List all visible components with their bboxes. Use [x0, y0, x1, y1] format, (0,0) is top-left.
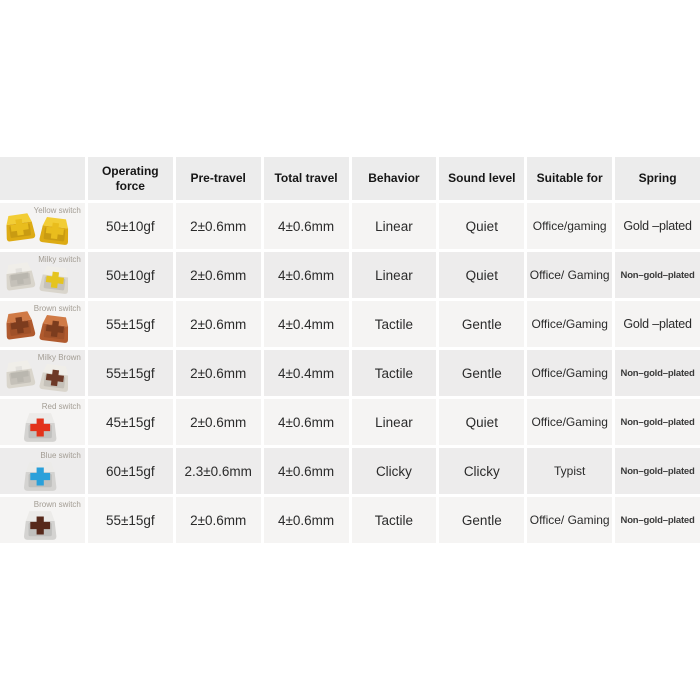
suitable-for-cell: Office/Gaming: [527, 301, 613, 347]
total-travel-cell: 4±0.6mm: [263, 448, 349, 494]
pre-travel-cell: 2±0.6mm: [175, 399, 261, 445]
switch-photo-cell: Yellow switch: [0, 203, 85, 249]
operating-force-cell: 60±15gf: [87, 448, 173, 494]
total-travel-cell: 4±0.4mm: [263, 350, 349, 396]
switch-photo-cell: Red switch: [0, 399, 85, 445]
pre-travel-cell: 2.3±0.6mm: [175, 448, 261, 494]
pre-travel-cell: 2±0.6mm: [175, 497, 261, 543]
orange-brown-switch-pair-icon: [6, 311, 69, 343]
operating-force-cell: 55±15gf: [87, 301, 173, 347]
spring-cell: Gold –plated: [615, 301, 700, 347]
header-behavior: Behavior: [351, 157, 437, 200]
header-operating-force: Operating force: [87, 157, 173, 200]
pre-travel-cell: 2±0.6mm: [175, 301, 261, 347]
switch-comparison-table: Operating force Pre-travel Total travel …: [0, 157, 700, 543]
switch-name-label: Yellow switch: [33, 206, 81, 215]
pre-travel-cell: 2±0.6mm: [175, 350, 261, 396]
switch-photo-cell: Blue switch: [0, 448, 85, 494]
red-switch-icon: [24, 413, 57, 442]
sound-level-cell: Quiet: [439, 203, 525, 249]
operating-force-cell: 50±10gf: [87, 203, 173, 249]
spring-cell: Non–gold–plated: [615, 252, 700, 298]
sound-level-cell: Quiet: [439, 399, 525, 445]
header-pre-travel: Pre-travel: [175, 157, 261, 200]
behavior-cell: Tactile: [351, 301, 437, 347]
suitable-for-cell: Typist: [527, 448, 613, 494]
switch-name-label: Brown switch: [33, 500, 81, 509]
spring-cell: Non–gold–plated: [615, 497, 700, 543]
switch-photo-cell: Milky Brown: [0, 350, 85, 396]
sound-level-cell: Gentle: [439, 350, 525, 396]
header-sound-level: Sound level: [439, 157, 525, 200]
spring-cell: Non–gold–plated: [615, 448, 700, 494]
sound-level-cell: Clicky: [439, 448, 525, 494]
suitable-for-cell: Office/ Gaming: [527, 252, 613, 298]
behavior-cell: Clicky: [351, 448, 437, 494]
total-travel-cell: 4±0.6mm: [263, 497, 349, 543]
switch-name-label: Red switch: [41, 402, 81, 411]
blue-switch-icon: [24, 462, 57, 491]
yellow-switch-pair-icon: [6, 213, 69, 245]
header-switch-image: [0, 157, 85, 200]
operating-force-cell: 45±15gf: [87, 399, 173, 445]
total-travel-cell: 4±0.6mm: [263, 203, 349, 249]
spring-cell: Gold –plated: [615, 203, 700, 249]
behavior-cell: Linear: [351, 399, 437, 445]
switch-photo-cell: Brown switch: [0, 301, 85, 347]
milky-brown-switch-pair-icon: [6, 360, 69, 392]
behavior-cell: Tactile: [351, 350, 437, 396]
suitable-for-cell: Office/gaming: [527, 203, 613, 249]
sound-level-cell: Gentle: [439, 497, 525, 543]
total-travel-cell: 4±0.6mm: [263, 399, 349, 445]
dark-brown-switch-icon: [24, 511, 57, 540]
header-suitable-for: Suitable for: [527, 157, 613, 200]
pre-travel-cell: 2±0.6mm: [175, 252, 261, 298]
operating-force-cell: 55±15gf: [87, 350, 173, 396]
suitable-for-cell: Office/Gaming: [527, 399, 613, 445]
total-travel-cell: 4±0.6mm: [263, 252, 349, 298]
suitable-for-cell: Office/ Gaming: [527, 497, 613, 543]
suitable-for-cell: Office/Gaming: [527, 350, 613, 396]
spring-cell: Non–gold–plated: [615, 350, 700, 396]
pre-travel-cell: 2±0.6mm: [175, 203, 261, 249]
switch-name-label: Milky Brown: [37, 353, 81, 362]
switch-name-label: Milky switch: [38, 255, 81, 264]
behavior-cell: Tactile: [351, 497, 437, 543]
operating-force-cell: 55±15gf: [87, 497, 173, 543]
sound-level-cell: Quiet: [439, 252, 525, 298]
switch-name-label: Blue switch: [40, 451, 81, 460]
total-travel-cell: 4±0.4mm: [263, 301, 349, 347]
behavior-cell: Linear: [351, 203, 437, 249]
operating-force-cell: 50±10gf: [87, 252, 173, 298]
sound-level-cell: Gentle: [439, 301, 525, 347]
switch-photo-cell: Milky switch: [0, 252, 85, 298]
header-spring: Spring: [615, 157, 700, 200]
switch-name-label: Brown switch: [33, 304, 81, 313]
milky-switch-pair-icon: [6, 262, 69, 294]
spring-cell: Non–gold–plated: [615, 399, 700, 445]
header-total-travel: Total travel: [263, 157, 349, 200]
switch-photo-cell: Brown switch: [0, 497, 85, 543]
behavior-cell: Linear: [351, 252, 437, 298]
